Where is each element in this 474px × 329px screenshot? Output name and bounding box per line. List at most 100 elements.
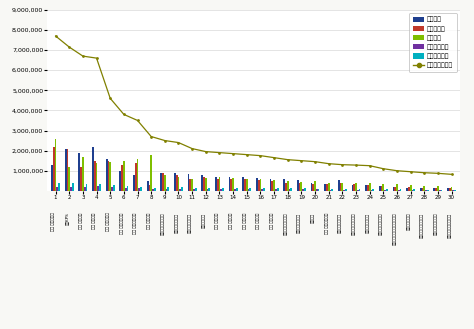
Bar bbox=[70, 187, 72, 191]
Text: 한국가스기술공사: 한국가스기술공사 bbox=[338, 213, 342, 233]
Text: 한국 석유공사: 한국 석유공사 bbox=[147, 213, 151, 229]
Bar bbox=[84, 187, 86, 191]
Bar bbox=[299, 183, 301, 191]
Text: 한국 수력원자력: 한국 수력원자력 bbox=[52, 213, 55, 231]
Bar bbox=[232, 178, 234, 191]
Text: 한국 남부발전: 한국 남부발전 bbox=[229, 213, 233, 229]
Bar bbox=[219, 177, 220, 191]
Bar bbox=[111, 187, 113, 191]
Bar bbox=[423, 186, 425, 191]
Text: 한국 가스안전공사: 한국 가스안전공사 bbox=[120, 213, 124, 234]
Bar bbox=[410, 185, 411, 191]
Bar bbox=[411, 190, 413, 191]
Text: 한국소에너지자립지단: 한국소에너지자립지단 bbox=[420, 213, 424, 238]
Bar bbox=[449, 188, 451, 191]
Bar bbox=[106, 159, 108, 191]
Bar bbox=[441, 190, 442, 191]
Bar bbox=[318, 189, 319, 191]
Text: 한국 지역난방공사: 한국 지역난방공사 bbox=[325, 213, 328, 234]
Bar bbox=[341, 183, 343, 191]
Bar bbox=[56, 187, 58, 191]
Bar bbox=[195, 188, 197, 191]
Bar bbox=[331, 189, 333, 191]
Bar bbox=[353, 184, 355, 191]
Text: 한국에너지재단: 한국에너지재단 bbox=[407, 213, 410, 230]
Bar bbox=[68, 167, 70, 191]
Bar bbox=[127, 186, 128, 191]
Bar bbox=[137, 159, 138, 191]
Bar bbox=[289, 190, 291, 191]
Bar bbox=[273, 180, 275, 191]
Bar bbox=[425, 190, 427, 191]
Bar bbox=[277, 188, 279, 191]
Bar bbox=[297, 180, 299, 191]
Text: 한국 에너지공단: 한국 에너지공단 bbox=[106, 213, 110, 231]
Bar bbox=[135, 163, 137, 191]
Bar bbox=[203, 177, 205, 191]
Text: 한국 가스공사: 한국 가스공사 bbox=[79, 213, 83, 229]
Bar bbox=[365, 185, 367, 191]
Bar bbox=[256, 178, 258, 191]
Bar bbox=[355, 183, 357, 191]
Bar bbox=[215, 177, 217, 191]
Bar bbox=[236, 188, 237, 191]
Bar bbox=[133, 175, 135, 191]
Bar bbox=[72, 183, 73, 191]
Bar bbox=[249, 188, 251, 191]
Bar bbox=[242, 177, 244, 191]
Bar bbox=[454, 190, 456, 191]
Text: 한국 남동발전: 한국 남동발전 bbox=[216, 213, 219, 229]
Bar bbox=[343, 190, 345, 191]
Bar bbox=[230, 179, 232, 191]
Bar bbox=[352, 185, 353, 191]
Bar bbox=[329, 190, 331, 191]
Legend: 참여지수, 미디어지수, 소통지수, 커뮤니티지수, 사회공헌지수, 브랜드평판지수: 참여지수, 미디어지수, 소통지수, 커뮤니티지수, 사회공헌지수, 브랜드평판… bbox=[409, 13, 456, 72]
Bar bbox=[176, 175, 178, 191]
Bar bbox=[220, 189, 222, 191]
Bar bbox=[283, 179, 285, 191]
Bar bbox=[326, 184, 328, 191]
Text: 강원랜드: 강원랜드 bbox=[311, 213, 315, 222]
Bar bbox=[310, 183, 312, 191]
Bar bbox=[275, 189, 277, 191]
Bar bbox=[314, 181, 316, 191]
Bar bbox=[372, 189, 374, 191]
Bar bbox=[174, 173, 176, 191]
Bar bbox=[55, 139, 56, 191]
Bar bbox=[434, 188, 435, 191]
Bar bbox=[379, 186, 381, 191]
Bar bbox=[291, 189, 292, 191]
Bar bbox=[406, 188, 408, 191]
Bar bbox=[148, 185, 150, 191]
Bar bbox=[188, 174, 190, 191]
Bar bbox=[123, 161, 125, 191]
Text: 한국가스안전공사: 한국가스안전공사 bbox=[365, 213, 370, 233]
Bar bbox=[79, 153, 80, 191]
Bar bbox=[400, 190, 401, 191]
Text: 한국신재생에너지원: 한국신재생에너지원 bbox=[284, 213, 288, 235]
Bar bbox=[234, 189, 236, 191]
Bar bbox=[121, 165, 123, 191]
Bar bbox=[316, 190, 318, 191]
Bar bbox=[191, 179, 193, 191]
Bar bbox=[261, 189, 263, 191]
Bar bbox=[435, 188, 437, 191]
Bar bbox=[302, 190, 304, 191]
Text: 한국산업기술시험원: 한국산업기술시험원 bbox=[352, 213, 356, 235]
Bar bbox=[152, 189, 154, 191]
Bar bbox=[420, 188, 421, 191]
Bar bbox=[113, 185, 115, 191]
Bar bbox=[285, 183, 287, 191]
Bar bbox=[222, 188, 224, 191]
Bar bbox=[272, 181, 273, 191]
Text: 한국산업기술평가원: 한국산업기술평가원 bbox=[379, 213, 383, 235]
Text: 한국전력기술: 한국전력기술 bbox=[202, 213, 206, 228]
Bar bbox=[287, 181, 289, 191]
Bar bbox=[421, 188, 423, 191]
Bar bbox=[439, 190, 441, 191]
Bar bbox=[324, 184, 326, 191]
Bar bbox=[369, 183, 371, 191]
Bar bbox=[160, 173, 162, 191]
Bar bbox=[345, 189, 347, 191]
Text: 한국산업단지공단: 한국산업단지공단 bbox=[174, 213, 179, 233]
